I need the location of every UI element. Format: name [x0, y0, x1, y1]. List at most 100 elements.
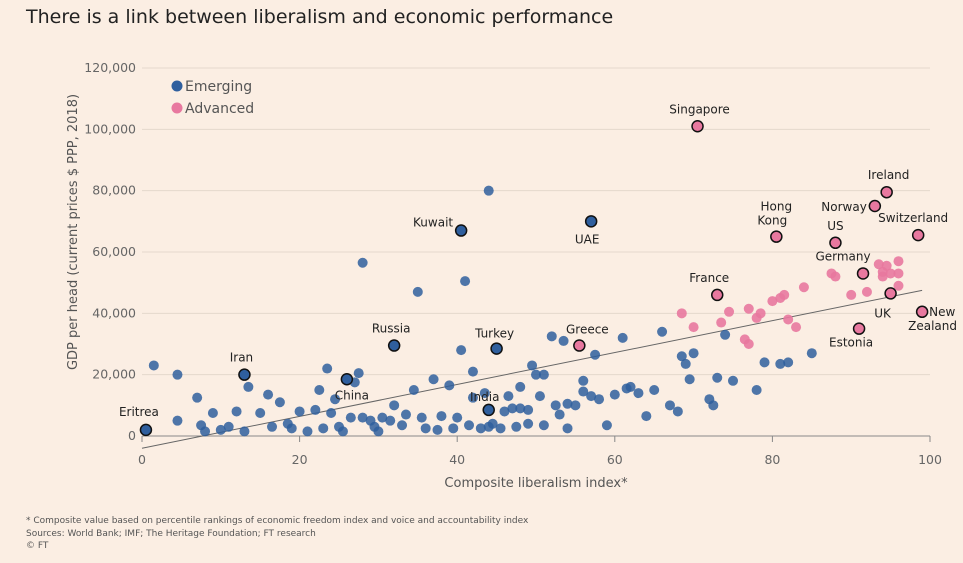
point-label: India: [470, 390, 499, 404]
data-point-emerging: [594, 394, 605, 405]
data-point-emerging: [720, 329, 731, 340]
data-point-advanced: [893, 256, 904, 267]
data-point-emerging: [416, 412, 427, 423]
data-point-emerging: [397, 420, 408, 431]
highlight-point: [884, 287, 897, 300]
data-point-emerging: [806, 348, 817, 359]
highlight-point: [584, 215, 598, 228]
data-point-emerging: [357, 257, 368, 268]
sources: Sources: World Bank; IMF; The Heritage F…: [26, 528, 316, 539]
highlight-point: [915, 305, 929, 319]
data-point-emerging: [527, 360, 538, 371]
data-point-emerging: [302, 426, 313, 437]
data-point-emerging: [223, 421, 234, 432]
data-point-emerging: [503, 391, 514, 402]
y-axis-label: GDP per head (current prices $ PPP, 2018…: [66, 94, 81, 370]
x-tick-label: 100: [918, 452, 942, 467]
x-tick-label: 60: [607, 452, 623, 467]
point-label: Greece: [566, 323, 609, 337]
data-point-emerging: [625, 381, 636, 392]
data-point-emerging: [314, 385, 325, 395]
data-point-advanced: [893, 268, 904, 279]
data-point-emerging: [330, 394, 341, 405]
highlight-point: [880, 185, 893, 199]
data-point-emerging: [200, 426, 211, 437]
data-point-emerging: [294, 406, 305, 417]
data-point-emerging: [286, 423, 297, 434]
data-point-emerging: [310, 404, 321, 415]
data-point-emerging: [475, 423, 486, 434]
data-point-emerging: [267, 421, 278, 432]
data-point-advanced: [724, 306, 735, 317]
data-point-emerging: [657, 326, 668, 337]
point-label: Kuwait: [413, 216, 453, 230]
highlight-point: [852, 322, 866, 335]
data-point-emerging: [452, 412, 463, 423]
data-point-emerging: [385, 415, 396, 426]
point-label: Russia: [372, 322, 411, 336]
data-point-emerging: [353, 368, 364, 379]
data-point-emerging: [783, 357, 794, 368]
data-point-advanced: [743, 339, 754, 349]
x-axis-label: Composite liberalism index*: [444, 476, 628, 491]
point-label: China: [335, 388, 369, 402]
data-point-emerging: [641, 411, 652, 422]
data-point-advanced: [881, 260, 892, 271]
point-label: Germany: [815, 249, 870, 263]
data-point-emerging: [590, 349, 601, 360]
data-point-emerging: [483, 185, 494, 196]
data-point-emerging: [649, 385, 660, 395]
data-point-emerging: [400, 409, 411, 420]
highlight-point: [490, 342, 503, 355]
point-label: Iran: [230, 351, 253, 365]
data-point-emerging: [456, 345, 467, 356]
data-point-emerging: [728, 375, 738, 386]
highlight-point: [387, 339, 401, 352]
x-tick-label: 0: [138, 452, 146, 467]
data-point-advanced: [755, 308, 766, 319]
data-point-emerging: [495, 423, 506, 434]
data-point-emerging: [676, 351, 687, 362]
data-point-emerging: [546, 331, 557, 342]
data-point-emerging: [550, 400, 561, 411]
data-point-advanced: [893, 280, 904, 291]
data-point-emerging: [515, 403, 526, 414]
data-point-emerging: [357, 412, 368, 423]
data-point-emerging: [570, 400, 581, 411]
data-point-emerging: [523, 418, 534, 429]
x-tick-label: 20: [292, 452, 308, 467]
point-label: Singapore: [669, 102, 730, 116]
data-point-emerging: [538, 369, 549, 380]
data-point-emerging: [601, 420, 612, 431]
data-point-emerging: [708, 400, 719, 411]
data-point-emerging: [373, 426, 384, 437]
data-point-emerging: [672, 406, 683, 417]
legend-marker-advanced: [171, 102, 183, 114]
data-point-emerging: [255, 408, 266, 418]
data-point-emerging: [523, 404, 534, 415]
data-point-emerging: [389, 400, 400, 411]
point-label: Estonia: [829, 336, 873, 350]
point-label: UK: [874, 306, 892, 320]
footnotes: * Composite value based on percentile ra…: [26, 515, 528, 553]
data-point-emerging: [326, 408, 337, 418]
data-point-advanced: [783, 314, 794, 325]
data-point-emerging: [688, 348, 699, 359]
data-point-emerging: [515, 381, 526, 392]
point-label: New Zealand: [908, 305, 957, 333]
data-point-emerging: [448, 423, 459, 434]
data-point-emerging: [664, 400, 675, 411]
data-point-advanced: [885, 268, 896, 279]
data-point-advanced: [743, 303, 754, 314]
data-point-emerging: [464, 420, 475, 431]
data-point-emerging: [460, 276, 471, 287]
footnote: * Composite value based on percentile ra…: [26, 516, 529, 526]
data-point-advanced: [767, 296, 778, 307]
highlight-point: [139, 423, 153, 437]
data-point-emerging: [207, 408, 218, 418]
data-point-emerging: [322, 363, 333, 374]
legend-marker-emerging: [171, 80, 183, 92]
data-point-emerging: [436, 411, 447, 422]
highlight-point: [868, 199, 882, 213]
highlight-point: [238, 368, 251, 381]
